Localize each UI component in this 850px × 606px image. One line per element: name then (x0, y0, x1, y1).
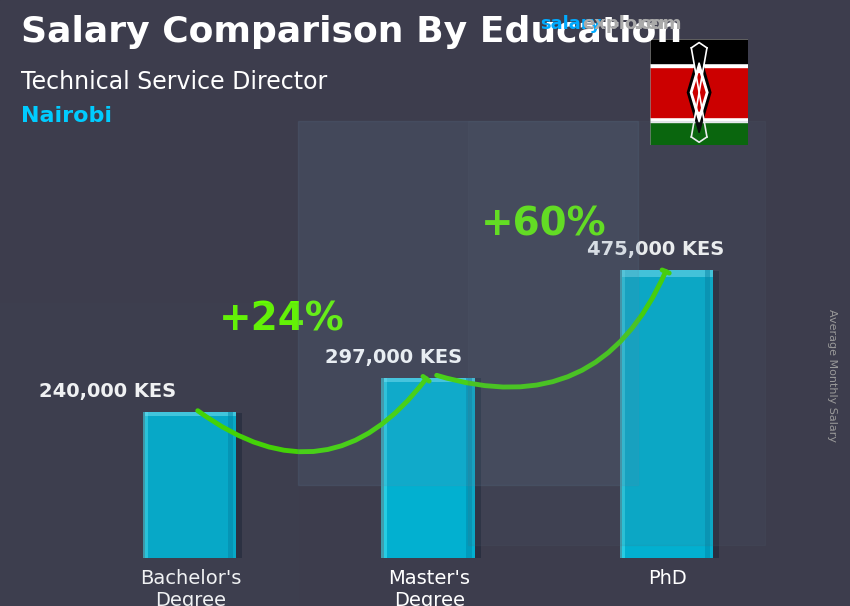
Bar (622, 270, 713, 277)
Bar (622, 270, 713, 558)
Text: +24%: +24% (218, 301, 344, 339)
Text: explorer: explorer (582, 15, 667, 33)
Bar (384, 378, 474, 382)
Polygon shape (694, 73, 705, 112)
Bar (650, 63, 748, 67)
Bar (624, 271, 719, 558)
Bar (467, 378, 472, 558)
Polygon shape (690, 63, 708, 122)
Text: 475,000 KES: 475,000 KES (587, 240, 724, 259)
Bar (705, 270, 711, 558)
Bar (650, 118, 748, 122)
Text: salary: salary (540, 15, 601, 33)
Bar (145, 412, 236, 416)
Bar (143, 412, 148, 558)
Bar (228, 412, 233, 558)
Bar (650, 67, 748, 118)
Polygon shape (688, 52, 711, 133)
Bar (384, 378, 474, 558)
Bar (650, 122, 748, 145)
Bar (385, 378, 480, 558)
Text: Technical Service Director: Technical Service Director (21, 70, 327, 94)
Text: Average Monthly Salary: Average Monthly Salary (827, 309, 837, 442)
Text: 240,000 KES: 240,000 KES (38, 382, 176, 401)
Text: Salary Comparison By Education: Salary Comparison By Education (21, 15, 683, 49)
Bar (620, 270, 626, 558)
Text: +60%: +60% (481, 205, 607, 243)
Bar (146, 413, 242, 558)
Text: 297,000 KES: 297,000 KES (325, 348, 462, 367)
Bar (145, 412, 236, 558)
Text: .com: .com (633, 15, 682, 33)
Text: Nairobi: Nairobi (21, 106, 112, 126)
Bar (650, 39, 748, 63)
Bar (381, 378, 387, 558)
